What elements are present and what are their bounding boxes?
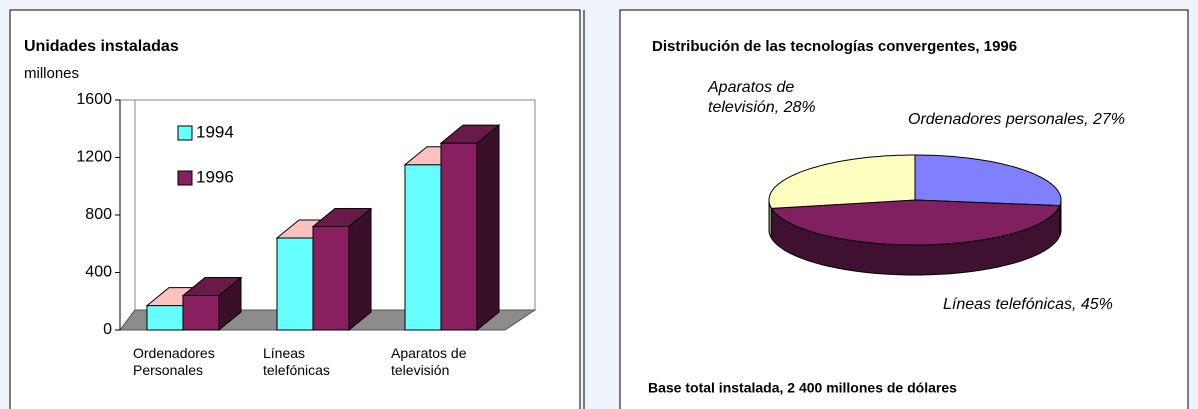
x-tick-label: Ordenadores Personales — [133, 345, 215, 378]
y-tick-label: 800 — [85, 206, 112, 223]
side-wall — [119, 99, 136, 332]
data-label: Ordenadores personales, 27% — [908, 111, 1126, 128]
chart-title: Distribución de las tecnologías converge… — [652, 38, 1017, 55]
bar-top — [311, 208, 373, 227]
legend-swatch — [177, 170, 193, 186]
bar-top — [439, 124, 501, 144]
data-label: Líneas telefónicas, 45% — [943, 296, 1113, 313]
bar — [182, 295, 220, 331]
bar — [312, 226, 350, 331]
data-label: Aparatos de televisión, 28% — [708, 79, 816, 116]
pie-slice — [914, 154, 1062, 207]
y-tick-label: 0 — [103, 321, 112, 338]
legend-label: 1994 — [196, 122, 234, 141]
bar — [146, 305, 184, 331]
y-tick-label: 1200 — [76, 149, 112, 166]
y-axis-label: millones — [24, 65, 79, 82]
bar-top — [181, 277, 243, 296]
bar — [440, 142, 478, 331]
bar — [276, 237, 314, 331]
chart-title: Unidades instaladas — [24, 38, 179, 55]
y-tick-label: 1600 — [76, 91, 112, 108]
bar-side — [348, 207, 372, 332]
pie-slice — [768, 154, 916, 209]
x-tick-label: Líneas telefónicas — [263, 345, 330, 378]
legend-label: 1996 — [196, 167, 234, 186]
pie-slice — [770, 199, 1061, 246]
bar — [404, 164, 442, 331]
legend-swatch — [177, 125, 193, 141]
annotation: Base total instalada, 2 400 millones de … — [648, 380, 957, 396]
y-tick-label: 400 — [85, 264, 112, 281]
bar-side — [476, 124, 500, 332]
x-tick-label: Aparatos de televisión — [391, 345, 467, 378]
